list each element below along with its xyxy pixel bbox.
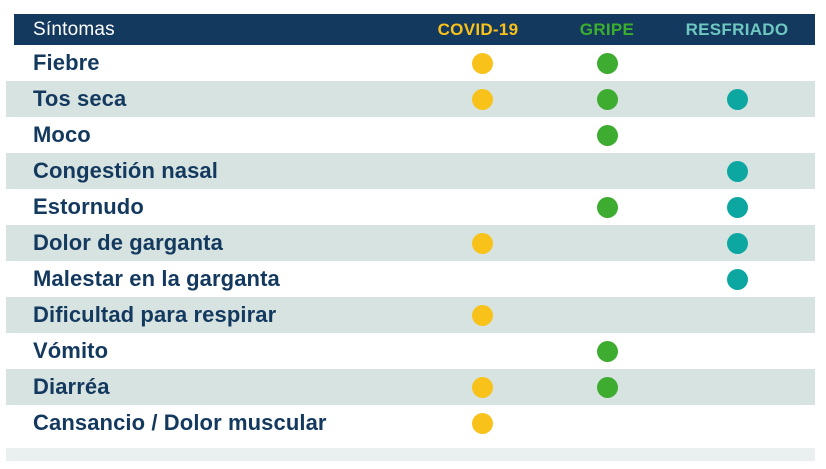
table-row: Dolor de garganta <box>6 225 815 261</box>
gripe-dot-cell <box>587 225 627 261</box>
covid-dot-cell <box>462 225 502 261</box>
covid-dot <box>471 376 493 398</box>
gripe-dot <box>596 124 618 146</box>
symptom-label: Dificultad para respirar <box>33 302 277 327</box>
symptom-label: Tos seca <box>33 86 127 111</box>
table-row: Congestión nasal <box>6 153 815 189</box>
gripe-dot-cell <box>587 333 627 369</box>
table-row: Fiebre <box>6 45 815 81</box>
covid-dot-cell <box>462 81 502 117</box>
gripe-dot-cell <box>587 369 627 405</box>
symptom-column-header: Síntomas <box>33 18 115 40</box>
gripe-dot-cell <box>587 189 627 225</box>
gripe-dot <box>596 376 618 398</box>
covid-dot <box>471 52 493 74</box>
table-row: Diarréa <box>6 369 815 405</box>
symptom-label: Vómito <box>33 338 109 363</box>
covid-dot <box>471 88 493 110</box>
resfriado-dot-cell <box>717 153 757 189</box>
resfriado-dot-cell <box>717 369 757 405</box>
resfriado-dot <box>726 232 748 254</box>
resfriado-dot-cell <box>717 45 757 81</box>
gripe-dot-cell <box>587 45 627 81</box>
symptom-label: Dolor de garganta <box>33 230 223 255</box>
covid-dot-cell <box>462 189 502 225</box>
gripe-dot <box>596 340 618 362</box>
resfriado-dot-cell <box>717 117 757 153</box>
gripe-dot <box>596 52 618 74</box>
symptom-label: Moco <box>33 122 91 147</box>
gripe-dot <box>596 196 618 218</box>
table-row: Cansancio / Dolor muscular <box>6 405 815 441</box>
resfriado-column-header: RESFRIADO <box>685 19 789 39</box>
table-row: Vómito <box>6 333 815 369</box>
covid-dot-cell <box>462 261 502 297</box>
gripe-dot-cell <box>587 117 627 153</box>
symptom-label: Diarréa <box>33 374 110 399</box>
covid-dot-cell <box>462 117 502 153</box>
table-row: Estornudo <box>6 189 815 225</box>
symptom-label: Cansancio / Dolor muscular <box>33 410 327 435</box>
gripe-dot-cell <box>587 405 627 441</box>
resfriado-dot-cell <box>717 261 757 297</box>
covid-dot-cell <box>462 369 502 405</box>
resfriado-dot-cell <box>717 333 757 369</box>
resfriado-dot <box>726 160 748 182</box>
covid-dot-cell <box>462 333 502 369</box>
gripe-dot-cell <box>587 261 627 297</box>
resfriado-dot <box>726 88 748 110</box>
gripe-dot-cell <box>587 297 627 333</box>
resfriado-dot-cell <box>717 297 757 333</box>
covid-dot <box>471 412 493 434</box>
gripe-dot-cell <box>587 153 627 189</box>
covid-dot-cell <box>462 45 502 81</box>
symptom-label: Fiebre <box>33 50 100 75</box>
covid-dot <box>471 304 493 326</box>
resfriado-dot-cell <box>717 189 757 225</box>
gripe-dot <box>596 88 618 110</box>
covid-dot-cell <box>462 153 502 189</box>
symptom-label: Congestión nasal <box>33 158 218 183</box>
covid-dot-cell <box>462 297 502 333</box>
symptom-label: Malestar en la garganta <box>33 266 280 291</box>
covid-column-header: COVID-19 <box>437 19 519 39</box>
resfriado-dot <box>726 268 748 290</box>
covid-dot <box>471 232 493 254</box>
table-row: Dificultad para respirar <box>6 297 815 333</box>
resfriado-dot-cell <box>717 405 757 441</box>
table-header: Síntomas COVID-19 GRIPE RESFRIADO <box>14 14 815 45</box>
symptom-table-body: Fiebre Tos seca Moco Congestión nasal Estorn… <box>6 45 815 441</box>
gripe-dot-cell <box>587 81 627 117</box>
resfriado-dot-cell <box>717 225 757 261</box>
resfriado-dot-cell <box>717 81 757 117</box>
gripe-column-header: GRIPE <box>579 19 635 39</box>
covid-dot-cell <box>462 405 502 441</box>
table-row: Moco <box>6 117 815 153</box>
table-row: Malestar en la garganta <box>6 261 815 297</box>
table-row: Tos seca <box>6 81 815 117</box>
bottom-partial-row <box>6 448 815 461</box>
resfriado-dot <box>726 196 748 218</box>
symptom-label: Estornudo <box>33 194 144 219</box>
